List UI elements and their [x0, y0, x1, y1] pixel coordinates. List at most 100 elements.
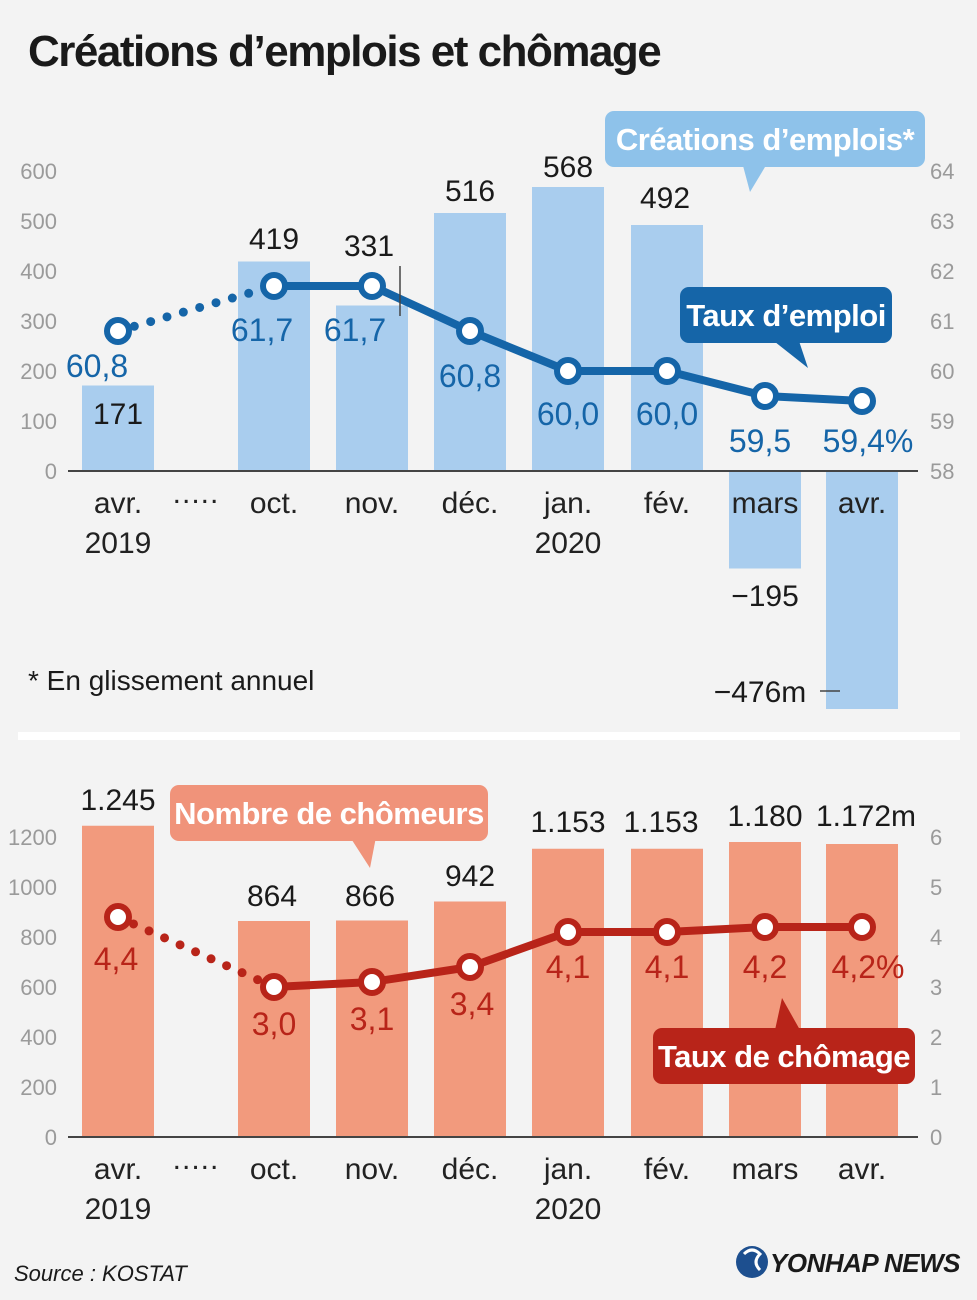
y-tick-right: 6 — [930, 825, 942, 850]
rate-point — [554, 918, 582, 946]
callout-box — [170, 785, 488, 841]
y-tick-left: 400 — [20, 259, 57, 284]
bar-value-label: 866 — [345, 880, 395, 913]
bar-value-label: 864 — [247, 880, 297, 913]
bar — [631, 848, 703, 1137]
y-tick-right: 58 — [930, 459, 954, 484]
category-label: mars — [732, 487, 799, 520]
callout-pointer — [742, 162, 768, 192]
y-tick-left: 200 — [20, 1075, 57, 1100]
bar-value-label: 171 — [93, 398, 143, 431]
rate-value-label: 59,5 — [729, 423, 791, 459]
y-tick-left: 500 — [20, 209, 57, 234]
bar-value-label: 1.245 — [80, 784, 155, 817]
yonhap-swirl-icon — [742, 1248, 763, 1272]
rate-value-label: 3,1 — [350, 1001, 394, 1037]
rate-value-label: 60,0 — [537, 396, 599, 432]
callout-pointer — [775, 998, 800, 1030]
category-label: avr. — [94, 1153, 142, 1186]
rate-value-label: 61,7 — [231, 312, 293, 348]
category-label: 2020 — [535, 1193, 602, 1226]
y-tick-right: 4 — [930, 925, 942, 950]
bar-value-label: 1.153 — [623, 806, 698, 839]
bar — [82, 385, 154, 471]
bar — [532, 848, 604, 1137]
y-tick-right: 60 — [930, 359, 954, 384]
bar-value-label: 492 — [640, 182, 690, 215]
bar-series-label: Créations d’emplois* — [616, 122, 916, 157]
rate-value-label: 4,4 — [94, 941, 138, 977]
category-label: 2019 — [85, 527, 152, 560]
bar-series-label: Nombre de chômeurs — [174, 796, 484, 831]
bar — [826, 471, 898, 709]
rate-value-label: 60,8 — [66, 348, 128, 384]
category-label: nov. — [345, 1153, 399, 1186]
y-tick-right: 5 — [930, 875, 942, 900]
brand-name: YONHAP NEWS — [770, 1248, 961, 1278]
category-label: 2020 — [535, 527, 602, 560]
category-label: déc. — [442, 487, 499, 520]
callout-box — [605, 111, 925, 167]
callout-box — [680, 287, 892, 343]
bar-value-label: 1.153 — [530, 806, 605, 839]
rate-value-label: 61,7 — [324, 312, 386, 348]
y-tick-right: 59 — [930, 409, 954, 434]
bar-value-label: 419 — [249, 223, 299, 256]
rate-point — [653, 918, 681, 946]
job-creation-chart: 0 100 200 300 400 500 600 58 59 60 61 62 63 64 avr. 201… — [20, 111, 954, 709]
y-tick-right: 0 — [930, 1125, 942, 1150]
source-note: Source : KOSTAT — [14, 1261, 188, 1286]
y-tick-right: 2 — [930, 1025, 942, 1050]
y-tick-left: 200 — [20, 359, 57, 384]
bar-value-label: 1.180 — [727, 800, 802, 833]
y-tick-left: 1200 — [8, 825, 57, 850]
gap-marker: ..... — [173, 1143, 220, 1176]
rate-point — [554, 357, 582, 385]
rate-point — [358, 272, 386, 300]
rate-point — [653, 357, 681, 385]
page-title: Créations d’emplois et chômage — [28, 27, 660, 76]
bar — [238, 921, 310, 1137]
category-label: déc. — [442, 1153, 499, 1186]
y-tick-left: 0 — [45, 459, 57, 484]
callout-box — [653, 1028, 915, 1084]
brand-logo: YONHAP NEWS — [736, 1246, 962, 1278]
y-tick-left: 400 — [20, 1025, 57, 1050]
gap-marker: ..... — [173, 477, 220, 510]
rate-point — [104, 903, 132, 931]
y-tick-right: 61 — [930, 309, 954, 334]
category-label: jan. — [543, 487, 592, 520]
rate-point — [260, 973, 288, 1001]
bar — [532, 187, 604, 471]
rate-value-label: 3,0 — [252, 1006, 296, 1042]
y-tick-right: 63 — [930, 209, 954, 234]
rate-point — [456, 317, 484, 345]
rate-value-label: 4,2 — [743, 949, 787, 985]
rate-point — [260, 272, 288, 300]
y-tick-right: 1 — [930, 1075, 942, 1100]
bar-value-label: 1.172m — [816, 800, 916, 833]
bar — [336, 920, 408, 1137]
rate-value-label: 4,1 — [645, 949, 689, 985]
rate-point — [848, 387, 876, 415]
y-tick-right: 3 — [930, 975, 942, 1000]
category-label: fév. — [644, 487, 690, 520]
rate-point — [104, 317, 132, 345]
bar-value-label: 568 — [543, 151, 593, 184]
category-label: 2019 — [85, 1193, 152, 1226]
category-label: oct. — [250, 487, 298, 520]
rate-point — [751, 913, 779, 941]
category-label: avr. — [838, 1153, 886, 1186]
bar — [826, 844, 898, 1137]
category-label: nov. — [345, 487, 399, 520]
rate-point — [848, 913, 876, 941]
y-tick-left: 100 — [20, 409, 57, 434]
bar — [631, 225, 703, 471]
category-label: fév. — [644, 1153, 690, 1186]
rate-line-dotted — [113, 912, 279, 992]
category-label: oct. — [250, 1153, 298, 1186]
footnote: * En glissement annuel — [28, 665, 314, 696]
bar-value-label: 942 — [445, 860, 495, 893]
